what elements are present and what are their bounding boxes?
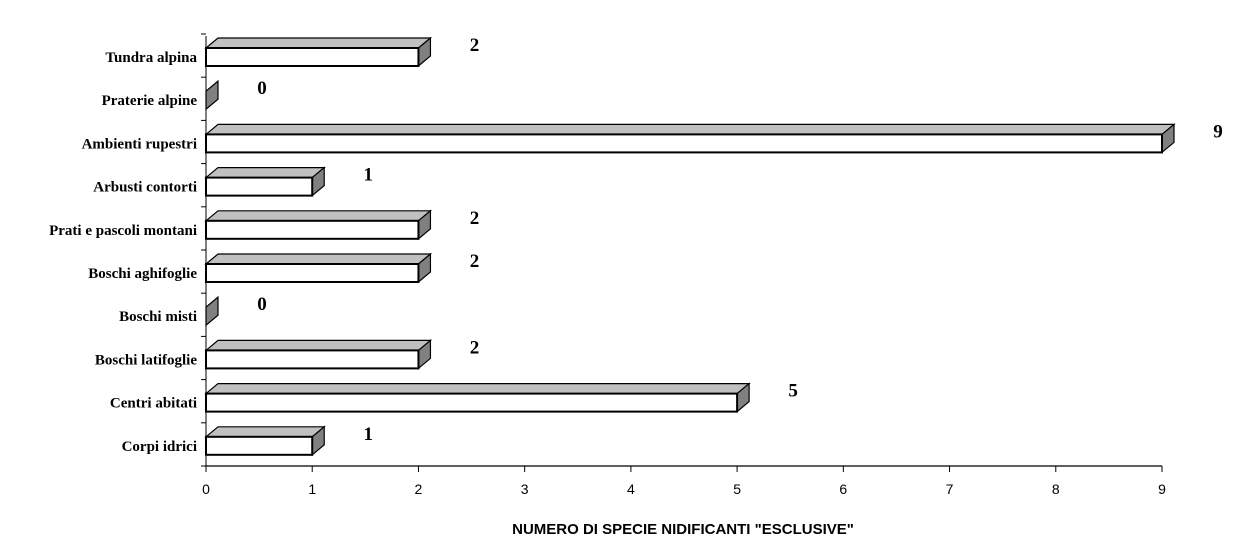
data-label: 5 (788, 381, 798, 402)
category-label: Tundra alpina (105, 50, 197, 66)
data-label: 9 (1213, 121, 1223, 142)
category-label: Corpi idrici (122, 439, 197, 455)
bar-front-face (205, 435, 314, 456)
data-label: 0 (257, 78, 267, 99)
bar (204, 36, 433, 68)
x-tick-label: 1 (308, 481, 316, 497)
bar (204, 339, 433, 370)
bar-top-face (204, 339, 433, 351)
bar-side-face (205, 79, 219, 111)
bar-front-face (205, 219, 420, 240)
bar (205, 295, 219, 327)
data-label: 1 (363, 165, 373, 186)
data-label: 2 (470, 35, 480, 56)
x-tick-label: 3 (521, 481, 529, 497)
bar (205, 79, 219, 111)
x-tick-label: 6 (839, 481, 847, 497)
bar-top-face (204, 37, 433, 49)
bar (204, 123, 1176, 154)
labels: Tundra alpina 2 Praterie alpine 0 Ambienti r… (49, 35, 1223, 497)
bar (204, 209, 433, 241)
bars (204, 36, 1176, 457)
data-label: 2 (470, 337, 480, 358)
bar-front-face (205, 133, 1163, 154)
category-label: Praterie alpine (102, 93, 198, 109)
bar-top-face (204, 383, 751, 395)
x-tick-label: 5 (733, 481, 741, 497)
data-label: 1 (363, 424, 373, 445)
x-tick-label: 2 (415, 481, 423, 497)
data-label: 2 (470, 251, 480, 272)
x-tick-label: 8 (1052, 481, 1060, 497)
x-axis-title: NUMERO DI SPECIE NIDIFICANTI "ESCLUSIVE" (512, 521, 854, 538)
bar-side-face (205, 295, 219, 327)
bar-front-face (205, 392, 739, 413)
category-label: Boschi misti (119, 309, 197, 325)
bar-top-face (204, 167, 326, 179)
category-label: Ambienti rupestri (82, 136, 197, 152)
bar-front-face (205, 47, 420, 67)
x-axis (201, 33, 1163, 472)
category-label: Boschi aghifoglie (88, 266, 197, 282)
bar (204, 252, 433, 284)
data-label: 0 (257, 294, 267, 315)
bar (204, 166, 326, 197)
category-label: Prati e pascoli montani (49, 223, 197, 239)
category-label: Arbusti contorti (93, 180, 197, 196)
bar (204, 425, 326, 457)
bar-front-face (205, 263, 420, 283)
x-tick-label: 9 (1158, 481, 1166, 497)
bar (204, 382, 751, 413)
bar-front-face (205, 176, 314, 197)
bar-top-face (204, 123, 1176, 135)
category-label: Centri abitati (110, 396, 197, 412)
x-tick-label: 7 (946, 481, 954, 497)
bar-top-face (204, 210, 433, 222)
data-label: 2 (470, 208, 480, 229)
bar-front-face (205, 349, 420, 370)
bar-top-face (204, 426, 326, 438)
x-tick-label: 0 (202, 481, 210, 497)
bar-top-face (204, 253, 433, 265)
category-label: Boschi latifoglie (95, 352, 197, 368)
x-tick-label: 4 (627, 481, 635, 497)
